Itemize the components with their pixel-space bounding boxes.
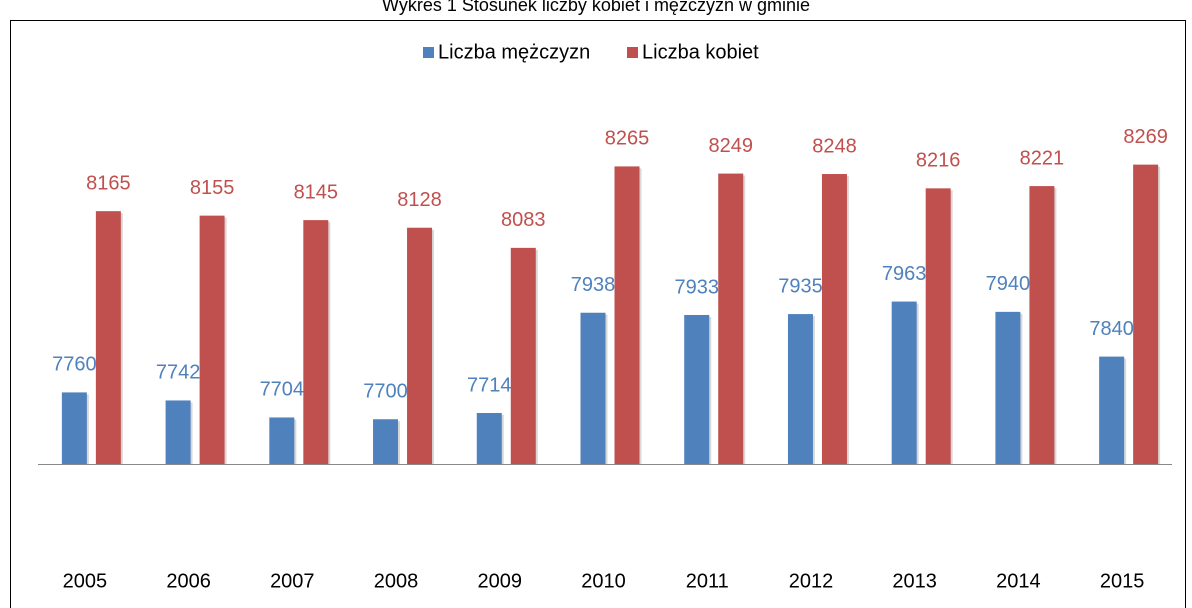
bar [407, 227, 433, 464]
bar [1099, 356, 1125, 464]
bar [95, 211, 121, 464]
data-label: 8269 [1123, 126, 1168, 148]
data-label: 8249 [708, 135, 753, 157]
bar [1029, 186, 1055, 465]
bar [269, 417, 295, 464]
bar [787, 314, 813, 464]
bar [580, 312, 606, 464]
bar [925, 188, 951, 464]
x-tick-label: 2014 [996, 570, 1041, 592]
x-tick-label: 2009 [478, 570, 523, 592]
data-label: 7760 [52, 354, 97, 376]
bar [684, 314, 710, 464]
data-label: 7938 [571, 274, 616, 296]
bar [199, 215, 225, 464]
chart-title: Wykres 1 Stosunek liczby kobiet i mężczy… [382, 0, 810, 15]
data-label: 7935 [778, 275, 823, 297]
legend-label: Liczba mężczyzn [438, 41, 590, 63]
data-label: 7704 [260, 379, 305, 401]
legend-label: Liczba kobiet [642, 41, 759, 63]
data-label: 7742 [156, 362, 201, 384]
data-label: 8145 [294, 181, 339, 203]
bar [303, 220, 329, 464]
data-label: 8221 [1020, 147, 1065, 169]
bar [373, 419, 399, 464]
bar [891, 301, 917, 464]
bar [821, 174, 847, 464]
data-label: 8265 [605, 128, 650, 150]
legend-swatch [627, 47, 638, 58]
data-label: 7714 [467, 374, 512, 396]
x-tick-label: 2005 [63, 570, 108, 592]
bar [718, 173, 744, 464]
data-label: 7940 [986, 273, 1031, 295]
data-label: 8128 [397, 189, 442, 211]
x-tick-label: 2011 [686, 570, 729, 592]
x-tick-label: 2013 [892, 570, 937, 592]
legend-swatch [423, 47, 434, 58]
data-label: 7840 [1089, 318, 1134, 340]
data-label: 7933 [674, 276, 719, 298]
bar [1133, 164, 1159, 464]
data-label: 8216 [916, 150, 961, 172]
data-label: 8083 [501, 209, 546, 231]
data-label: 8155 [190, 177, 235, 199]
bar [614, 166, 640, 464]
x-tick-label: 2007 [270, 570, 315, 592]
bar [476, 412, 502, 464]
data-label: 8248 [812, 135, 857, 157]
x-tick-label: 2008 [374, 570, 419, 592]
bar [61, 392, 87, 464]
x-tick-label: 2010 [581, 570, 626, 592]
x-tick-label: 2012 [789, 570, 834, 592]
data-label: 7700 [363, 381, 408, 403]
bar [510, 247, 536, 464]
x-tick-label: 2006 [166, 570, 211, 592]
x-tick-label: 2015 [1100, 570, 1145, 592]
data-label: 7963 [882, 263, 927, 285]
bar [165, 400, 191, 464]
bar [995, 311, 1021, 464]
data-label: 8165 [86, 172, 131, 194]
